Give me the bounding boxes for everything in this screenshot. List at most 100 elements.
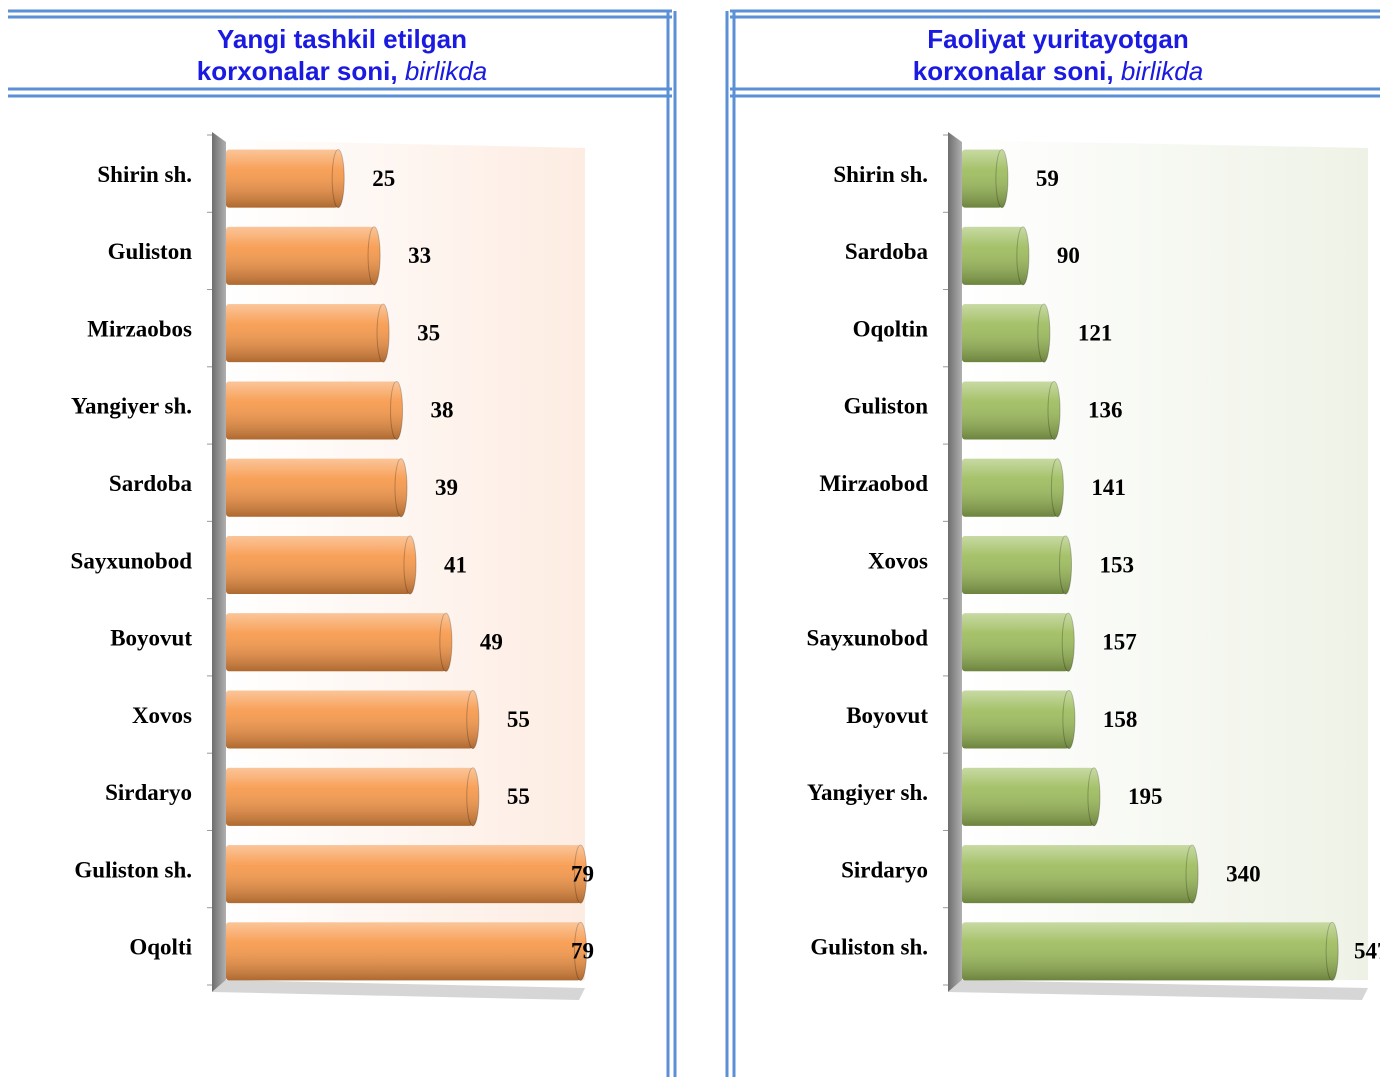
bar-end-shade <box>1326 922 1339 981</box>
title-line: Faoliyat yuritayotgan <box>927 24 1189 54</box>
value-label: 55 <box>507 784 530 809</box>
bar-shade <box>226 149 339 208</box>
side-wall <box>212 132 226 992</box>
bar <box>226 303 390 363</box>
value-label: 39 <box>435 475 458 500</box>
title-unit: birlikda <box>1121 56 1203 86</box>
category-label: Guliston sh. <box>810 935 928 960</box>
bar-end-shade <box>466 690 479 749</box>
bar-end-shade <box>439 613 452 672</box>
bar-end-shade <box>1087 767 1100 826</box>
bar-shade <box>962 613 1069 672</box>
bar-shade <box>962 690 1069 749</box>
bar <box>962 226 1030 286</box>
value-label: 41 <box>444 552 467 577</box>
bar <box>962 535 1073 595</box>
value-label: 158 <box>1103 707 1138 732</box>
bar <box>962 380 1061 440</box>
bar <box>962 149 1009 209</box>
category-label: Sirdaryo <box>105 780 192 805</box>
bar-shade <box>962 458 1058 517</box>
bar-end-shade <box>574 922 587 981</box>
bar-shade <box>226 845 581 904</box>
value-label: 195 <box>1128 784 1163 809</box>
bar-shade <box>962 381 1055 440</box>
bar <box>226 149 345 209</box>
value-label: 90 <box>1057 243 1080 268</box>
category-label: Shirin sh. <box>833 162 928 187</box>
category-label: Xovos <box>868 548 928 573</box>
value-label: 35 <box>417 320 440 345</box>
bar <box>226 612 453 672</box>
category-label: Mirzaobod <box>819 471 928 496</box>
bar-end-shade <box>1051 458 1064 517</box>
bar-end-shade <box>1062 690 1075 749</box>
value-label: 25 <box>372 166 395 191</box>
bar-end-shade <box>1059 536 1072 594</box>
title-unit: birlikda <box>405 56 487 86</box>
bar-shade <box>962 226 1023 285</box>
bar-end-shade <box>395 458 408 517</box>
bar <box>962 844 1199 904</box>
bar-shade <box>226 536 410 594</box>
side-wall <box>948 132 962 992</box>
bar <box>226 921 588 981</box>
bar-shade <box>226 226 375 285</box>
bar-shade <box>226 690 473 749</box>
value-label: 79 <box>571 939 594 964</box>
category-label: Guliston sh. <box>74 857 192 882</box>
bar-shade <box>962 149 1002 208</box>
category-label: Oqolti <box>129 935 192 960</box>
bar-end-shade <box>574 845 587 904</box>
bar <box>226 380 404 440</box>
bar-end-shade <box>1037 304 1050 363</box>
bar-shade <box>962 536 1066 594</box>
title-line: korxonalar soni, <box>913 56 1114 86</box>
value-label: 38 <box>431 398 454 423</box>
value-label: 141 <box>1091 475 1126 500</box>
bar-end-shade <box>377 304 390 363</box>
category-label: Mirzaobos <box>87 316 192 341</box>
category-label: Sayxunobod <box>807 626 929 651</box>
bar-shade <box>226 458 402 517</box>
bar <box>226 226 381 286</box>
bar-end-shade <box>466 767 479 826</box>
bar <box>962 921 1339 981</box>
bar <box>962 303 1051 363</box>
value-label: 153 <box>1100 552 1135 577</box>
title-line: Yangi tashkil etilgan <box>217 24 467 54</box>
bar-shade <box>226 613 446 672</box>
bar-shade <box>226 922 581 981</box>
category-label: Sayxunobod <box>71 548 193 573</box>
bar <box>226 767 480 827</box>
bar-shade <box>962 922 1333 981</box>
category-label: Sardoba <box>845 239 929 264</box>
value-label: 59 <box>1036 166 1059 191</box>
floor <box>212 980 585 1000</box>
bar-end-shade <box>1062 613 1075 672</box>
category-label: Sirdaryo <box>841 857 928 882</box>
bar-end-shade <box>403 536 416 594</box>
value-label: 79 <box>571 861 594 886</box>
value-label: 33 <box>408 243 431 268</box>
bar-shade <box>962 767 1094 826</box>
category-label: Xovos <box>132 703 192 728</box>
bar <box>226 535 417 595</box>
bar <box>962 458 1064 518</box>
bar-shade <box>962 304 1044 363</box>
bar-end-shade <box>390 381 403 440</box>
bar-end-shade <box>368 226 381 285</box>
bar <box>962 690 1076 750</box>
value-label: 49 <box>480 630 503 655</box>
floor <box>948 980 1368 1000</box>
frames <box>8 9 1380 1077</box>
bar-shade <box>226 767 473 826</box>
value-label: 55 <box>507 707 530 732</box>
value-label: 121 <box>1078 320 1113 345</box>
bar-shade <box>226 381 397 440</box>
chart-title: Faoliyat yuritayotgan <box>927 24 1189 54</box>
category-label: Boyovut <box>846 703 928 728</box>
bar-shade <box>962 845 1193 904</box>
value-label: 157 <box>1102 630 1137 655</box>
